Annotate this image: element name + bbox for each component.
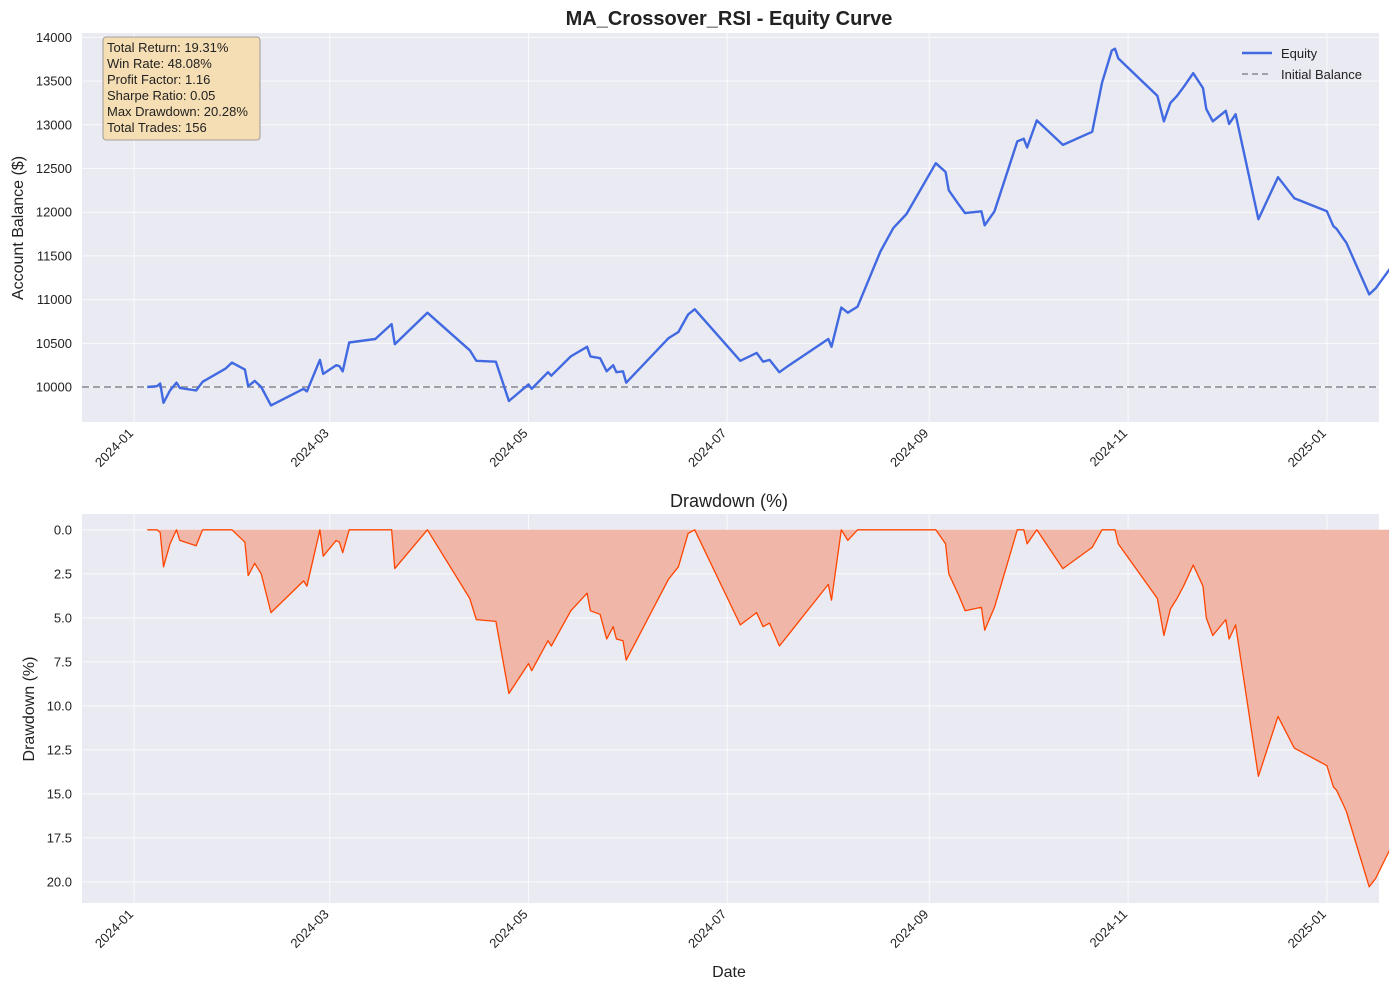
legend-initial-balance-label: Initial Balance — [1281, 67, 1362, 82]
equity-chart-title: MA_Crossover_RSI - Equity Curve — [566, 8, 893, 30]
x-tick-label: 2025-01 — [1285, 426, 1329, 470]
x-tick-label: 2024-01 — [92, 907, 136, 951]
x-tick-label: 2024-07 — [685, 426, 729, 470]
y-tick-label: 15.0 — [47, 786, 72, 801]
stat-profit-factor: Profit Factor: 1.16 — [107, 72, 210, 87]
stat-max-drawdown: Max Drawdown: 20.28% — [107, 104, 248, 119]
drawdown-area — [147, 529, 1389, 887]
x-tick-label: 2025-01 — [1285, 907, 1329, 951]
drawdown-x-axis-label: Date — [712, 964, 746, 981]
y-tick-label: 12.5 — [47, 742, 72, 757]
drawdown-y-axis-label: Drawdown (%) — [21, 657, 38, 762]
y-tick-label: 10.0 — [47, 698, 72, 713]
y-tick-label: 5.0 — [54, 610, 72, 625]
y-tick-label: 12000 — [36, 205, 72, 220]
x-tick-label: 2024-05 — [486, 907, 530, 951]
stats-box-background — [102, 36, 261, 141]
drawdown-chart-title: Drawdown (%) — [670, 491, 788, 511]
y-tick-label: 13000 — [36, 117, 72, 132]
drawdown-series — [147, 529, 1389, 888]
y-tick-label: 11000 — [37, 292, 72, 307]
x-tick-label: 2024-03 — [287, 907, 331, 951]
y-tick-label: 10500 — [36, 336, 72, 351]
y-tick-label: 0.0 — [54, 522, 72, 537]
y-tick-label: 14000 — [36, 30, 72, 45]
x-tick-label: 2024-09 — [887, 907, 931, 951]
legend-equity-label: Equity — [1281, 46, 1318, 61]
equity-line — [147, 47, 1389, 407]
y-tick-label: 20.0 — [47, 874, 72, 889]
y-tick-label: 11500 — [37, 248, 72, 263]
stat-total-return: Total Return: 19.31% — [107, 40, 229, 55]
stat-win-rate: Win Rate: 48.08% — [107, 56, 212, 71]
equity-plot-area — [82, 33, 1379, 422]
x-tick-label: 2024-03 — [287, 426, 331, 470]
x-tick-label: 2024-11 — [1087, 426, 1131, 470]
x-tick-label: 2024-09 — [887, 426, 931, 470]
stats-box: Total Return: 19.31% Win Rate: 48.08% Pr… — [102, 36, 261, 141]
y-tick-label: 13500 — [36, 74, 72, 89]
y-tick-label: 12500 — [36, 161, 72, 176]
x-tick-label: 2024-05 — [486, 426, 530, 470]
x-tick-label: 2024-07 — [685, 907, 729, 951]
y-tick-label: 10000 — [36, 380, 72, 395]
equity-series — [82, 47, 1389, 407]
y-tick-label: 17.5 — [47, 830, 72, 845]
y-tick-label: 2.5 — [54, 566, 72, 581]
stat-total-trades: Total Trades: 156 — [107, 120, 207, 135]
x-tick-label: 2024-01 — [92, 426, 136, 470]
equity-grid — [82, 33, 1379, 422]
equity-y-axis-label: Account Balance ($) — [10, 156, 27, 300]
x-tick-label: 2024-11 — [1087, 907, 1131, 951]
equity-legend: Equity Initial Balance — [1242, 46, 1362, 82]
stat-sharpe-ratio: Sharpe Ratio: 0.05 — [107, 88, 215, 103]
y-tick-label: 7.5 — [54, 654, 72, 669]
drawdown-line — [147, 529, 1389, 888]
